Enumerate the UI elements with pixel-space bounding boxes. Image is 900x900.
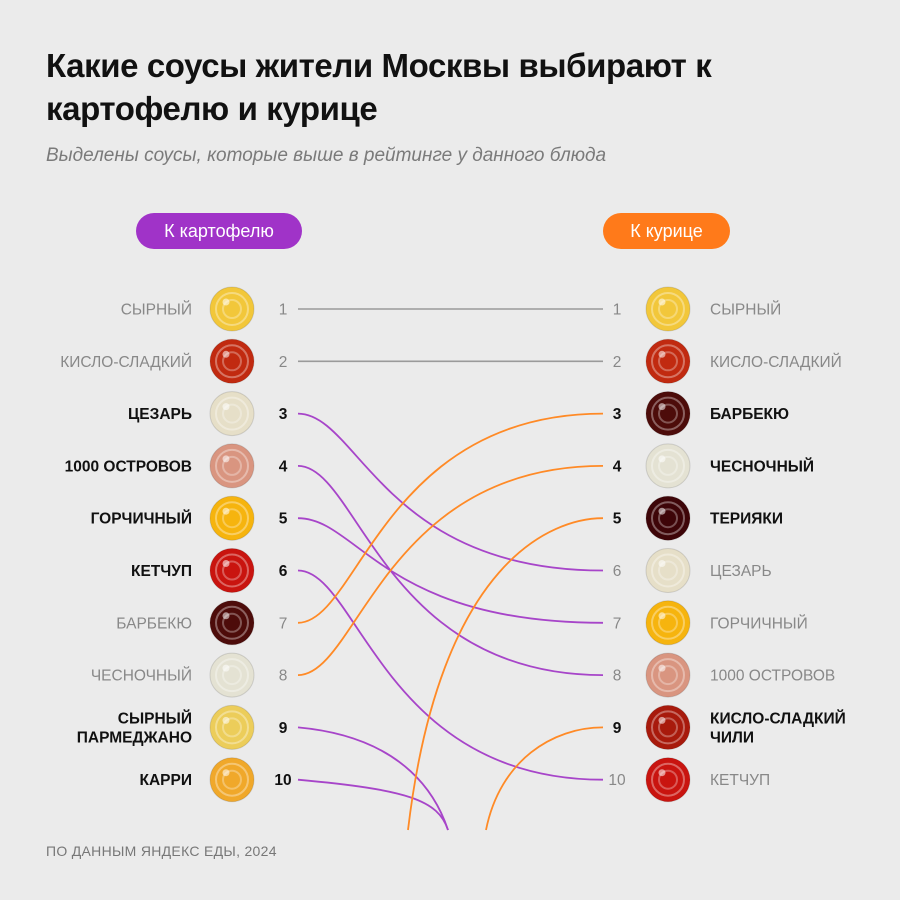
chicken-sweet-sour-sauce-icon <box>645 338 691 384</box>
potato-rank-4: 4 <box>279 458 288 475</box>
chicken-rank-10: 10 <box>608 772 626 789</box>
potato-rank-8: 8 <box>279 668 288 685</box>
chicken-rank-8: 8 <box>613 668 622 685</box>
potato-sauce-label-9: СЫРНЫЙ ПАРМЕДЖАНО <box>77 709 192 746</box>
chicken-header-pill: К курице <box>603 213 730 249</box>
potato-sweet-sour-sauce-icon <box>209 338 255 384</box>
link-potato-6-10 <box>297 569 604 781</box>
chicken-sauce-label-10: КЕТЧУП <box>710 772 770 789</box>
chicken-sweet-chili-sauce-icon <box>645 704 691 750</box>
potato-sauce-label-4: 1000 ОСТРОВОВ <box>65 458 192 475</box>
links-group <box>297 308 604 831</box>
link-potato-10-x <box>297 778 449 831</box>
chicken-rank-4: 4 <box>613 458 622 475</box>
link-potato-3-6 <box>297 412 604 572</box>
chicken-ketchup-icon <box>645 757 691 803</box>
potato-rank-10: 10 <box>274 772 291 789</box>
potato-rank-2: 2 <box>279 354 288 371</box>
potato-curry-sauce-icon <box>209 757 255 803</box>
chicken-rank-6: 6 <box>613 563 622 580</box>
chicken-barbecue-sauce-icon <box>645 391 691 437</box>
link-potato-9-x <box>297 726 449 831</box>
chicken-rank-5: 5 <box>613 511 622 528</box>
chicken-sauce-label-8: 1000 ОСТРОВОВ <box>710 668 835 685</box>
chicken-cheese-sauce-icon <box>645 286 691 332</box>
potato-sauce-label-1: СЫРНЫЙ <box>121 301 192 319</box>
chicken-sauce-label-6: ЦЕЗАРЬ <box>710 563 772 580</box>
link-chicken-x-5 <box>407 517 604 831</box>
link-potato-4-8 <box>297 465 604 676</box>
chicken-sauce-label-7: ГОРЧИЧНЫЙ <box>710 614 808 632</box>
potato-sauce-label-10: КАРРИ <box>140 772 192 789</box>
chicken-mustard-sauce-icon <box>645 600 691 646</box>
chicken-garlic-sauce-icon <box>645 443 691 489</box>
potato-header-pill: К картофелю <box>136 213 302 249</box>
chicken-sauce-label-4: ЧЕСНОЧНЫЙ <box>710 457 814 475</box>
chicken-sauce-label-9: КИСЛО-СЛАДКИЙ ЧИЛИ <box>710 709 846 746</box>
potato-sauce-label-5: ГОРЧИЧНЫЙ <box>91 510 192 528</box>
link-chicken-8-4 <box>297 465 604 676</box>
potato-cheese-sauce-icon <box>209 286 255 332</box>
link-chicken-7-3 <box>297 412 604 624</box>
potato-sauce-label-3: ЦЕЗАРЬ <box>128 406 192 423</box>
chicken-thousand-island-sauce-icon <box>645 652 691 698</box>
potato-rank-1: 1 <box>279 302 288 319</box>
potato-barbecue-sauce-icon <box>209 600 255 646</box>
potato-rank-5: 5 <box>279 511 288 528</box>
chicken-rank-7: 7 <box>613 615 622 632</box>
chicken-sauce-label-1: СЫРНЫЙ <box>710 301 781 319</box>
potato-parmesan-sauce-icon <box>209 704 255 750</box>
chicken-caesar-sauce-icon <box>645 548 691 593</box>
potato-mustard-sauce-icon <box>209 495 255 541</box>
source-note: ПО ДАННЫМ ЯНДЕКС ЕДЫ, 2024 <box>46 843 277 859</box>
chicken-sauce-label-3: БАРБЕКЮ <box>710 406 789 423</box>
potato-sauce-label-6: КЕТЧУП <box>131 563 192 580</box>
potato-rank-6: 6 <box>279 563 288 580</box>
chicken-sauce-label-2: КИСЛО-СЛАДКИЙ <box>710 353 842 371</box>
potato-rank-3: 3 <box>279 406 288 423</box>
potato-garlic-sauce-icon <box>209 652 255 698</box>
chicken-rank-9: 9 <box>613 720 622 737</box>
chicken-teriyaki-sauce-icon <box>645 495 691 541</box>
potato-sauce-label-7: БАРБЕКЮ <box>116 615 192 632</box>
potato-ketchup-icon <box>209 548 255 593</box>
chart-subtitle: Выделены соусы, которые выше в рейтинге … <box>46 145 607 166</box>
potato-sauce-label-2: КИСЛО-СЛАДКИЙ <box>60 353 192 371</box>
potato-rank-7: 7 <box>279 615 288 632</box>
chicken-sauce-label-5: ТЕРИЯКИ <box>710 511 783 528</box>
chicken-rank-2: 2 <box>613 354 622 371</box>
chicken-rank-1: 1 <box>613 302 622 319</box>
chart-title: Какие соусы жители Москвы выбирают к кар… <box>46 47 712 127</box>
chicken-rank-3: 3 <box>613 406 622 423</box>
link-chicken-x-9 <box>485 726 604 831</box>
potato-rank-9: 9 <box>279 720 288 737</box>
potato-sauce-label-8: ЧЕСНОЧНЫЙ <box>91 667 192 685</box>
potato-caesar-sauce-icon <box>209 391 255 437</box>
potato-thousand-island-sauce-icon <box>209 443 255 489</box>
